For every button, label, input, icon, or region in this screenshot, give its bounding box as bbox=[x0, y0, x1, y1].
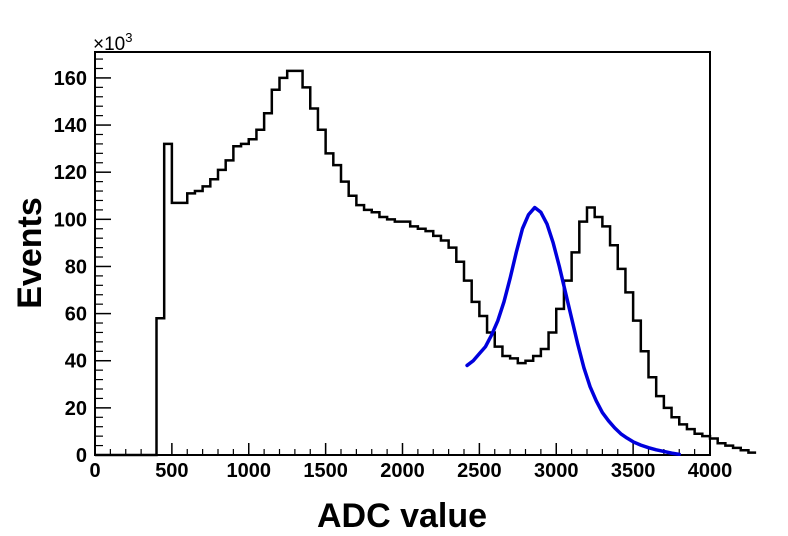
x-tick-label: 2500 bbox=[457, 460, 502, 482]
x-axis-title: ADC value bbox=[317, 497, 487, 535]
x-tick-label: 1000 bbox=[227, 460, 272, 482]
y-axis-ticks: 0 20 40 60 80 100 120 140 160 bbox=[54, 58, 111, 467]
y-tick-label: 40 bbox=[65, 351, 87, 373]
y-multiplier-base: ×10 bbox=[93, 34, 125, 55]
y-tick-label: 20 bbox=[65, 398, 87, 420]
y-tick-label: 60 bbox=[65, 304, 87, 326]
x-tick-label: 2000 bbox=[380, 460, 425, 482]
y-tick-label: 140 bbox=[54, 115, 87, 137]
y-tick-label: 120 bbox=[54, 162, 87, 184]
x-tick-label: 0 bbox=[89, 460, 100, 482]
fit-curve bbox=[465, 205, 681, 457]
y-tick-label: 100 bbox=[54, 209, 87, 231]
x-tick-label: 3000 bbox=[534, 460, 579, 482]
y-tick-label: 0 bbox=[76, 445, 87, 467]
y-axis-title: Events bbox=[11, 197, 49, 309]
y-tick-label: 80 bbox=[65, 256, 87, 278]
x-tick-label: 1500 bbox=[303, 460, 348, 482]
y-tick-label: 160 bbox=[54, 68, 87, 90]
x-tick-label: 4000 bbox=[688, 460, 733, 482]
x-tick-label: 3500 bbox=[611, 460, 656, 482]
x-axis-ticks: 0 500 1000 1500 2000 2500 3000 3500 4000 bbox=[89, 443, 732, 482]
y-multiplier-exponent: 3 bbox=[125, 30, 132, 45]
histogram-line bbox=[95, 69, 757, 457]
x-tick-label: 500 bbox=[155, 460, 188, 482]
y-multiplier-label: ×103 bbox=[93, 30, 132, 55]
